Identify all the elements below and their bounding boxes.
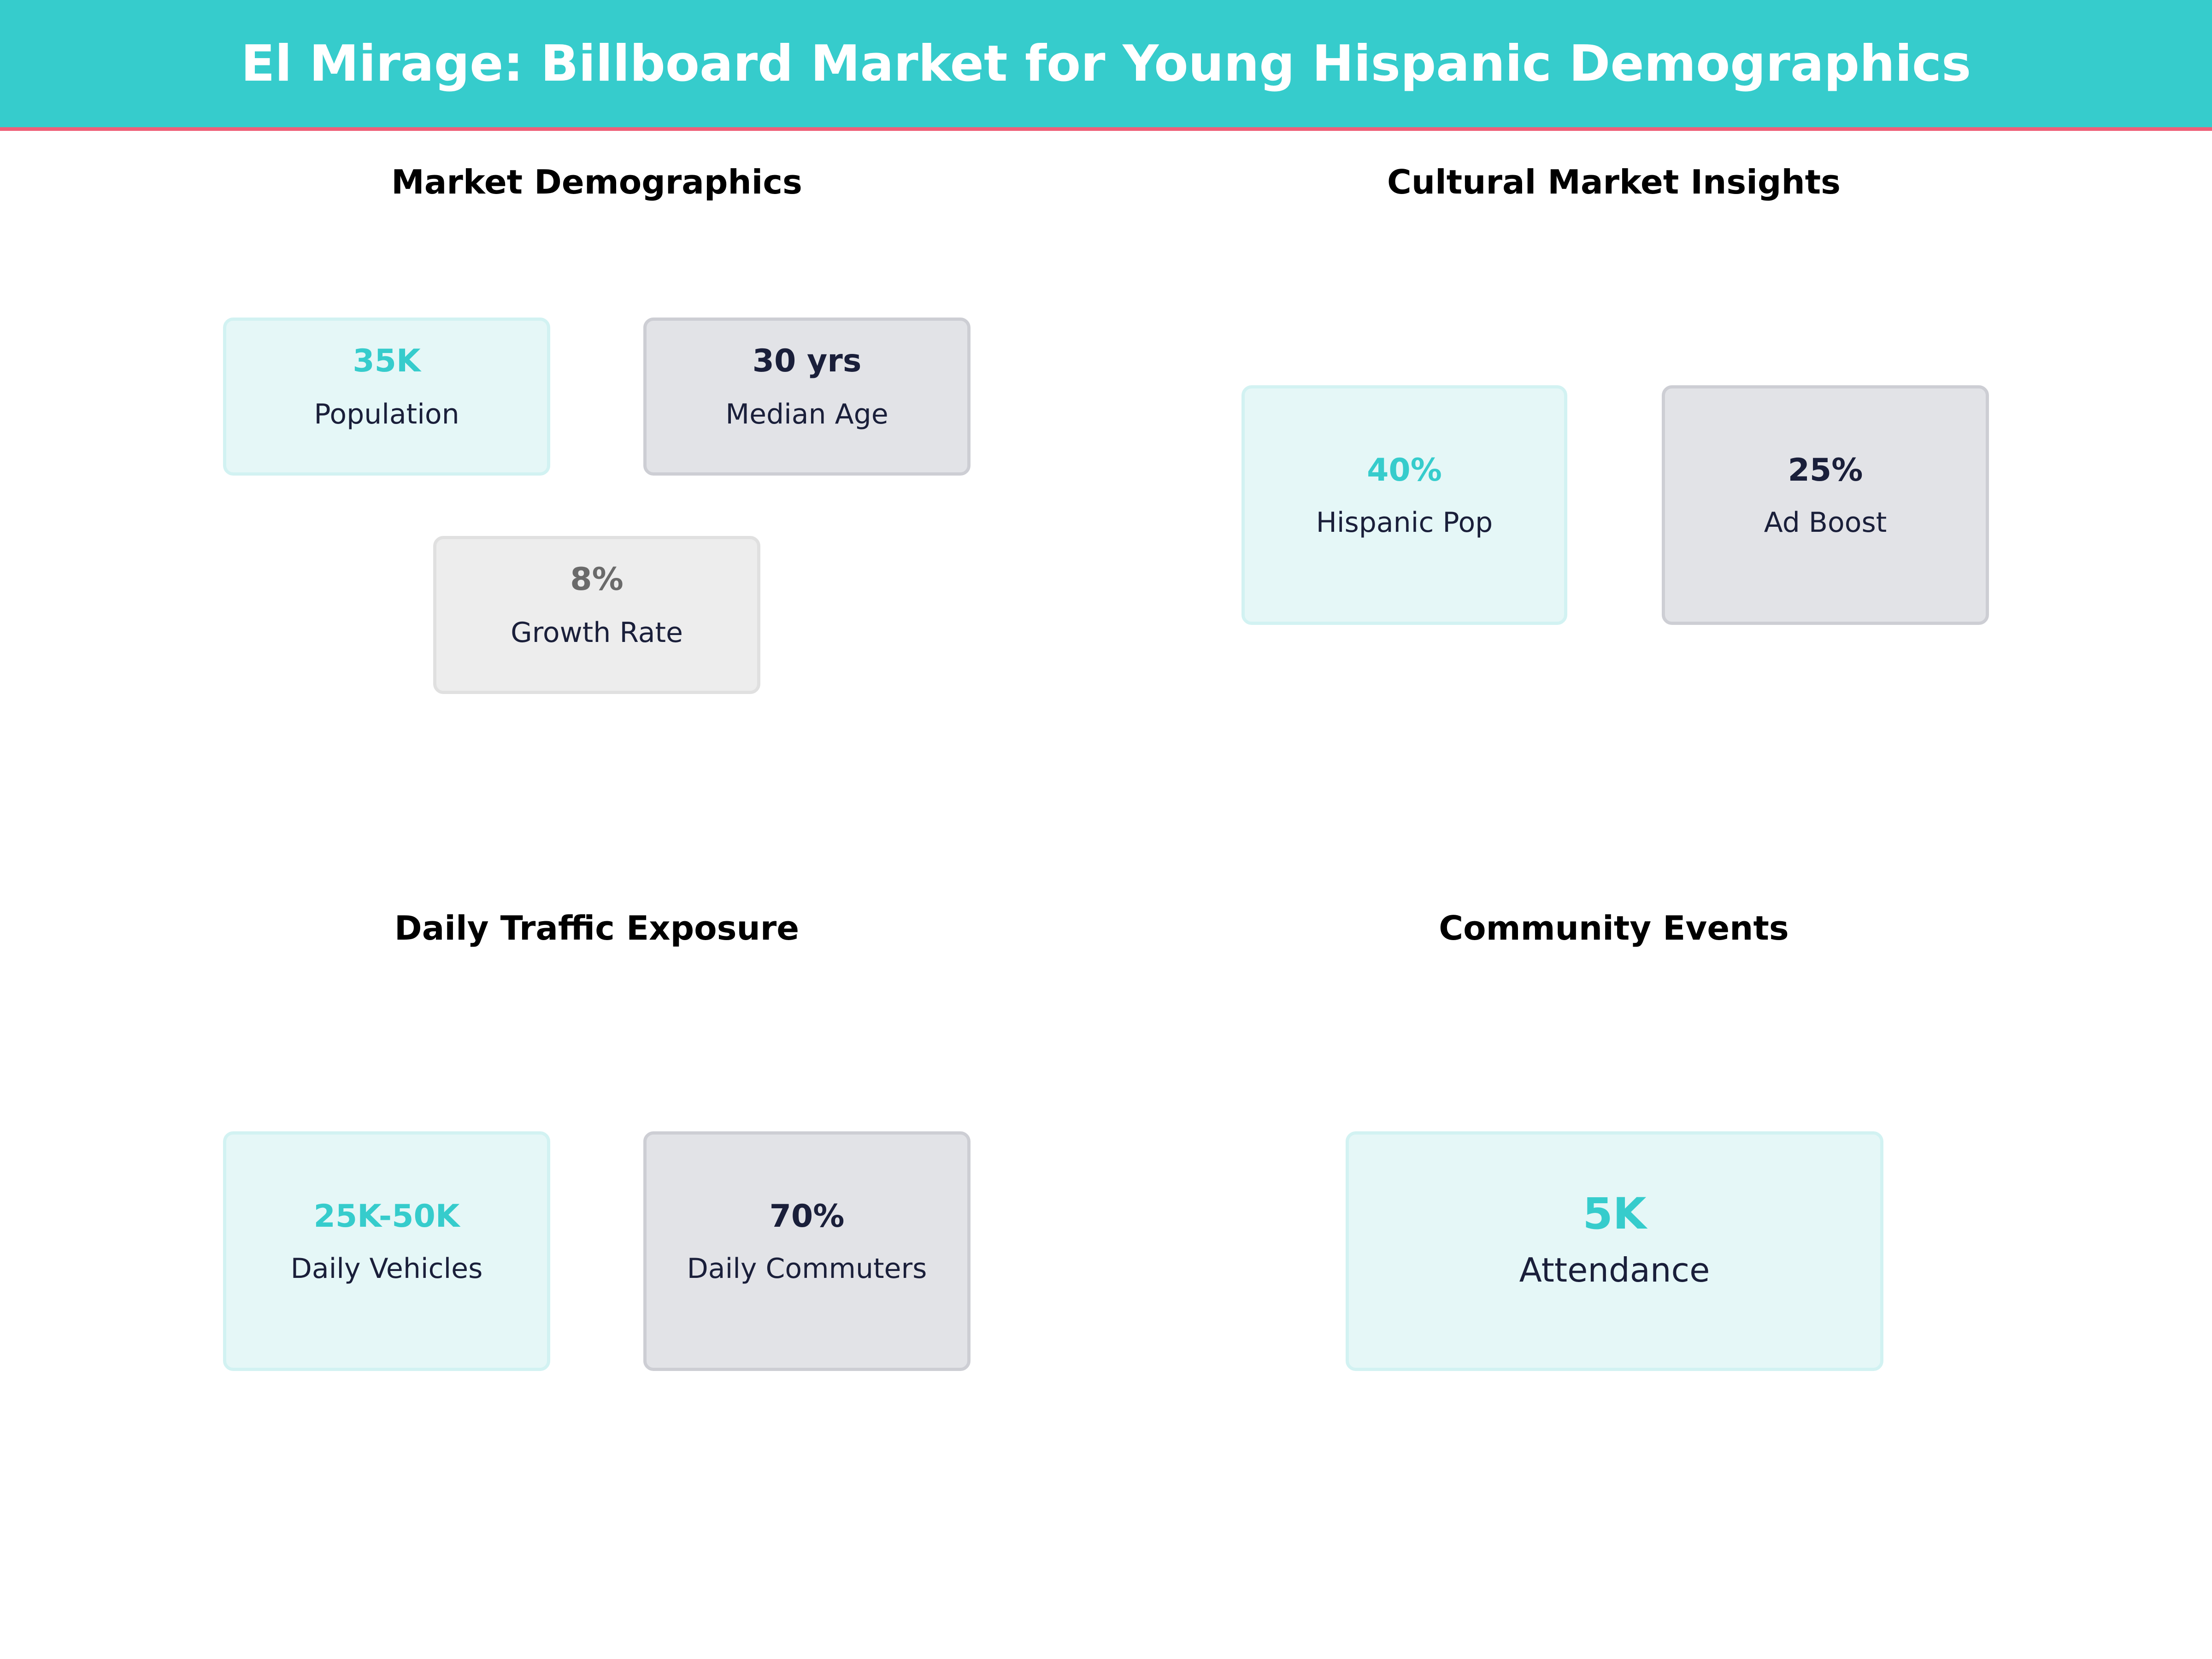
section-title-community-events: Community Events [1439, 909, 1789, 947]
stat-card-population: 35K Population [223, 318, 550, 476]
stat-card-daily-commuters: 70% Daily Commuters [643, 1131, 971, 1371]
stat-label: Ad Boost [1764, 506, 1887, 539]
stat-card-growth-rate: 8% Growth Rate [433, 536, 760, 694]
stat-value: 40% [1367, 452, 1442, 488]
section-title-cultural-insights: Cultural Market Insights [1387, 163, 1841, 201]
page-title: El Mirage: Billboard Market for Young Hi… [241, 35, 1971, 93]
stat-value: 25K-50K [313, 1198, 460, 1235]
stat-label: Growth Rate [511, 617, 683, 649]
stat-card-ad-boost: 25% Ad Boost [1662, 385, 1989, 625]
stat-label: Median Age [725, 398, 888, 430]
section-title-daily-traffic: Daily Traffic Exposure [394, 909, 800, 947]
stat-card-median-age: 30 yrs Median Age [643, 318, 971, 476]
stat-value: 30 yrs [752, 343, 862, 379]
stat-card-hispanic-pop: 40% Hispanic Pop [1241, 385, 1567, 625]
stat-card-attendance: 5K Attendance [1346, 1131, 1883, 1371]
stat-value: 5K [1583, 1189, 1647, 1239]
section-title-market-demographics: Market Demographics [391, 163, 802, 201]
stat-value: 35K [353, 343, 421, 379]
stat-label: Hispanic Pop [1316, 506, 1493, 539]
stat-value: 25% [1788, 452, 1863, 488]
stat-label: Daily Commuters [687, 1253, 927, 1285]
stat-card-daily-vehicles: 25K-50K Daily Vehicles [223, 1131, 550, 1371]
stat-label: Attendance [1519, 1251, 1710, 1289]
stat-value: 70% [769, 1198, 845, 1235]
stat-label: Population [314, 398, 459, 430]
stat-label: Daily Vehicles [290, 1253, 483, 1285]
stat-value: 8% [570, 561, 624, 598]
header-banner: El Mirage: Billboard Market for Young Hi… [0, 0, 2212, 131]
